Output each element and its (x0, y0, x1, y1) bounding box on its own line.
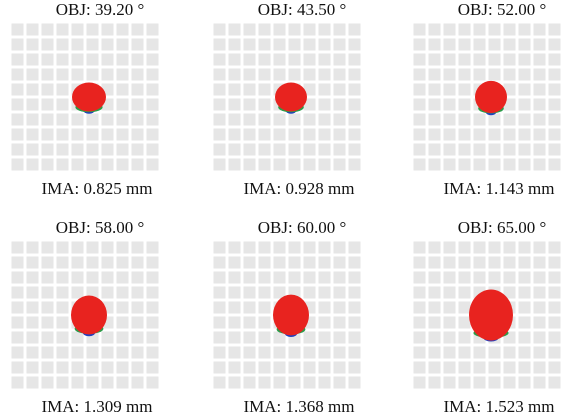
spot-panel: OBJ: 58.00 ° IMA: 1.309 mm (10, 218, 160, 416)
spot-red (275, 83, 307, 112)
ima-label: IMA: 1.309 mm (42, 397, 153, 416)
spot-red (475, 81, 507, 113)
spot-panel: OBJ: 60.00 ° IMA: 1.368 mm (212, 218, 362, 416)
spot-diagram-figure: OBJ: 39.20 ° IMA: 0.825 mm OBJ: 43.50 ° IMA… (0, 0, 566, 419)
spot-red (71, 295, 107, 334)
spot-red (273, 295, 309, 336)
obj-label: OBJ: 52.00 ° (458, 0, 547, 19)
spot-panel: OBJ: 52.00 ° IMA: 1.143 mm (412, 0, 562, 198)
obj-label: OBJ: 58.00 ° (56, 218, 145, 237)
ima-label: IMA: 1.143 mm (444, 179, 555, 198)
obj-label: OBJ: 39.20 ° (56, 0, 145, 19)
spot-panel: OBJ: 39.20 ° IMA: 0.825 mm (10, 0, 160, 198)
obj-label: OBJ: 65.00 ° (458, 218, 547, 237)
ima-label: IMA: 1.368 mm (244, 397, 355, 416)
spot-red (469, 290, 513, 341)
spot-panel: OBJ: 43.50 ° IMA: 0.928 mm (212, 0, 362, 198)
obj-label: OBJ: 60.00 ° (258, 218, 347, 237)
ima-label: IMA: 0.825 mm (42, 179, 153, 198)
ima-label: IMA: 0.928 mm (244, 179, 355, 198)
spot-red (72, 83, 106, 112)
spot-panel: OBJ: 65.00 ° IMA: 1.523 mm (412, 218, 562, 416)
obj-label: OBJ: 43.50 ° (258, 0, 347, 19)
ima-label: IMA: 1.523 mm (444, 397, 555, 416)
